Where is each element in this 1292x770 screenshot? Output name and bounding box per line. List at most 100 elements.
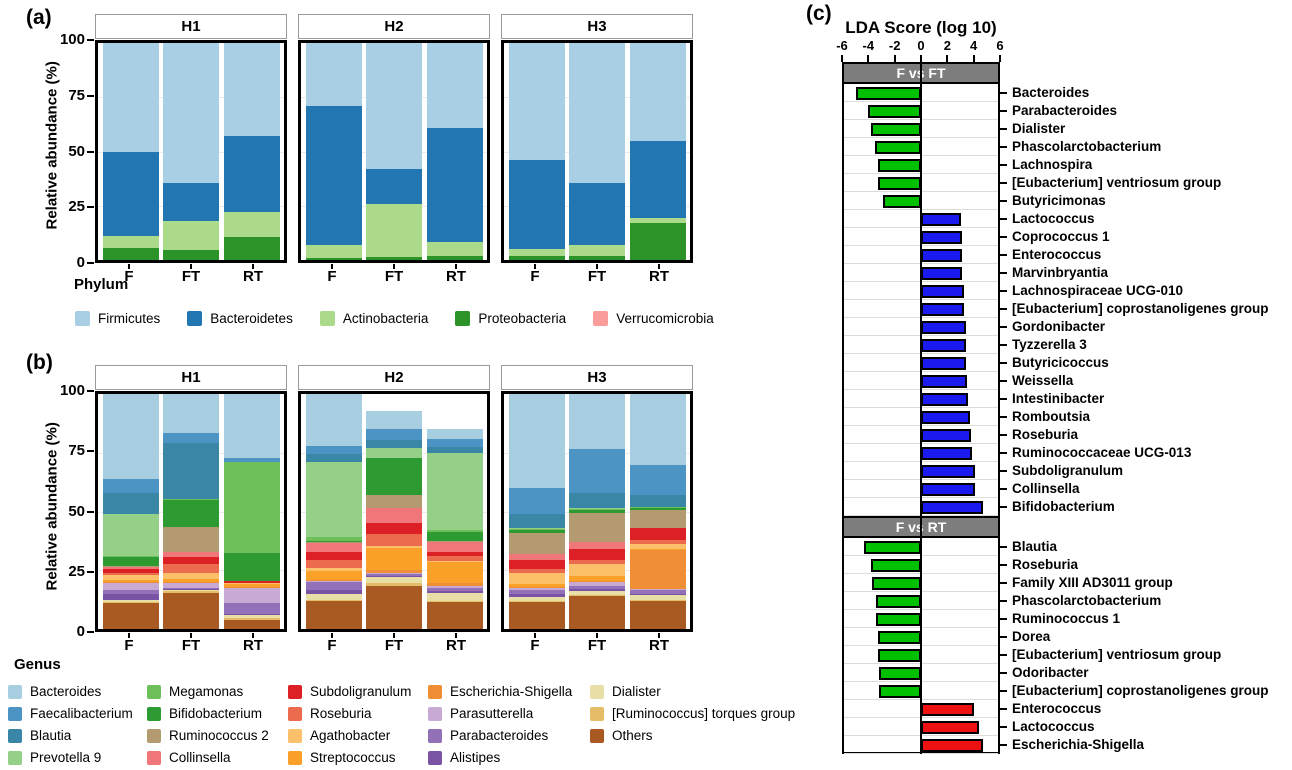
x-label-cell: RT [428, 633, 484, 654]
bar-segment--ruminococcus-torques-group [569, 594, 625, 597]
bars-row [98, 43, 284, 260]
legend-label: Escherichia-Shigella [450, 684, 573, 699]
facet-plot-h1 [95, 391, 287, 632]
bar-segment-escherichia-shigella [223, 586, 280, 588]
bars-row [301, 394, 487, 629]
bar-segment-dialister [305, 593, 362, 600]
bars-row [504, 43, 690, 260]
bar-segment-streptococcus [629, 549, 686, 551]
bar-segment-agathobacter [366, 545, 422, 548]
legend-item-parasutterella: Parasutterella [428, 706, 533, 721]
bar-segment-roseburia [426, 556, 483, 561]
x-label-cell: FT [366, 633, 422, 654]
lda-taxon-label: [Eubacterium] ventriosum group [1012, 175, 1222, 190]
facet-header-h2: H2 [298, 365, 490, 390]
y-tick-mark [87, 206, 94, 209]
bar-segment-dialister [102, 599, 159, 602]
bar-segment-parabacteroides [569, 585, 625, 590]
lda-taxon-label: Family XIII AD3011 group [1012, 575, 1173, 590]
bar-segment-megamonas [569, 509, 625, 511]
bar-segment-subdoligranulum [426, 551, 483, 557]
lda-taxon-label: Bifidobacterium [1012, 499, 1115, 514]
bar-segment-ruminococcus-2 [366, 495, 422, 509]
lda-right-tick [1000, 146, 1007, 148]
lda-taxon-label: Phascolarctobacterium [1012, 139, 1162, 154]
stacked-bar-h2-f [305, 43, 362, 260]
bar-segment-firmicutes [629, 43, 686, 141]
lda-bar-bacteroides [856, 86, 921, 100]
x-label-row: F FT RT [501, 633, 693, 654]
bar-segment-escherichia-shigella [569, 580, 625, 583]
legend-swatch [147, 684, 161, 699]
x-tick-mark [252, 633, 254, 638]
bar-segment-firmicutes [366, 43, 422, 169]
x-tick-mark [534, 633, 536, 638]
bar-segment-bacteroidetes [629, 140, 686, 218]
lda-bar--eubacterium-ventriosum-group [877, 176, 921, 190]
lda-taxon-label: Parabacteroides [1012, 103, 1118, 118]
bar-segment-others [629, 600, 686, 629]
facet-plot-h2 [298, 391, 490, 632]
lda-taxon-label: Escherichia-Shigella [1012, 737, 1145, 752]
stacked-bar-h2-f [305, 394, 362, 629]
bar-segment-prevotella-9 [508, 528, 565, 530]
legend-item-verrucomicrobia: Verrucomicrobia [593, 311, 714, 326]
panel-c-title: LDA Score (log 10) [845, 18, 997, 37]
lda-right-tick [1000, 672, 1007, 674]
x-axis-number: 0 [917, 38, 925, 53]
y-tick-label: 75 [68, 86, 85, 104]
legend-item-megamonas: Megamonas [147, 684, 243, 699]
lda-bar-subdoligranulum [921, 464, 975, 478]
lda-right-tick [1000, 470, 1007, 472]
lda-bar-bifidobacterium [921, 500, 983, 514]
legend-label: Megamonas [169, 684, 244, 699]
stacked-bar-h1-rt [223, 394, 280, 629]
lda-bar-weissella [921, 374, 968, 388]
facet-plot-area [98, 394, 284, 629]
x-tick-mark [331, 264, 333, 269]
legend-label: Bacteroidetes [210, 311, 293, 326]
x-tick-mark [393, 633, 395, 638]
lda-bar-gordonibacter [921, 320, 966, 334]
legend-swatch-firmicutes [75, 311, 90, 326]
bar-segment-roseburia [569, 559, 625, 565]
bar-segment-actinobacteria [508, 249, 565, 256]
bar-segment-megamonas [629, 506, 686, 509]
bar-segment-blautia [508, 513, 565, 529]
x-label-cell: FT [163, 264, 219, 285]
bar-segment-actinobacteria [163, 220, 219, 251]
bar-segment--ruminococcus-torques-group [223, 618, 280, 620]
stacked-bar-h1-f [102, 43, 159, 260]
legend-item-parabacteroides: Parabacteroides [428, 728, 548, 743]
bar-segment-others [426, 601, 483, 629]
bar-segment-roseburia [508, 569, 565, 573]
lda-bar-dialister [870, 122, 921, 136]
lda-right-tick [1000, 618, 1007, 620]
bar-segment-others [508, 601, 565, 629]
x-category-label: F [530, 637, 540, 654]
bar-segment-parasutterella [223, 587, 280, 604]
legend-swatch [590, 684, 604, 699]
bar-segment-proteobacteria [569, 255, 625, 260]
bar-segment-firmicutes [223, 43, 280, 137]
lda-right-tick [1000, 600, 1007, 602]
bar-segment-dialister [366, 577, 422, 584]
lda-right-tick [1000, 434, 1007, 436]
bar-segment-parabacteroides [426, 587, 483, 592]
lda-taxon-label: Weissella [1012, 373, 1074, 388]
x-tick-mark [658, 264, 660, 269]
bar-segment-roseburia [366, 533, 422, 546]
lda-bar-blautia [864, 540, 921, 554]
x-label-row: F FT RT [95, 633, 287, 654]
bar-segment--ruminococcus-torques-group [508, 600, 565, 602]
bar-segment-roseburia [629, 539, 686, 545]
bar-segment-bacteroides [366, 410, 422, 430]
bar-segment-collinsella [366, 508, 422, 524]
bar-segment-ruminococcus-2 [305, 542, 362, 544]
legend-swatch [428, 706, 442, 721]
bar-segment-actinobacteria [102, 236, 159, 249]
lda-bar-butyricicoccus [921, 356, 966, 370]
panel-b-letter: (b) [26, 351, 53, 374]
bar-segment-faecalibacterium [163, 432, 219, 444]
